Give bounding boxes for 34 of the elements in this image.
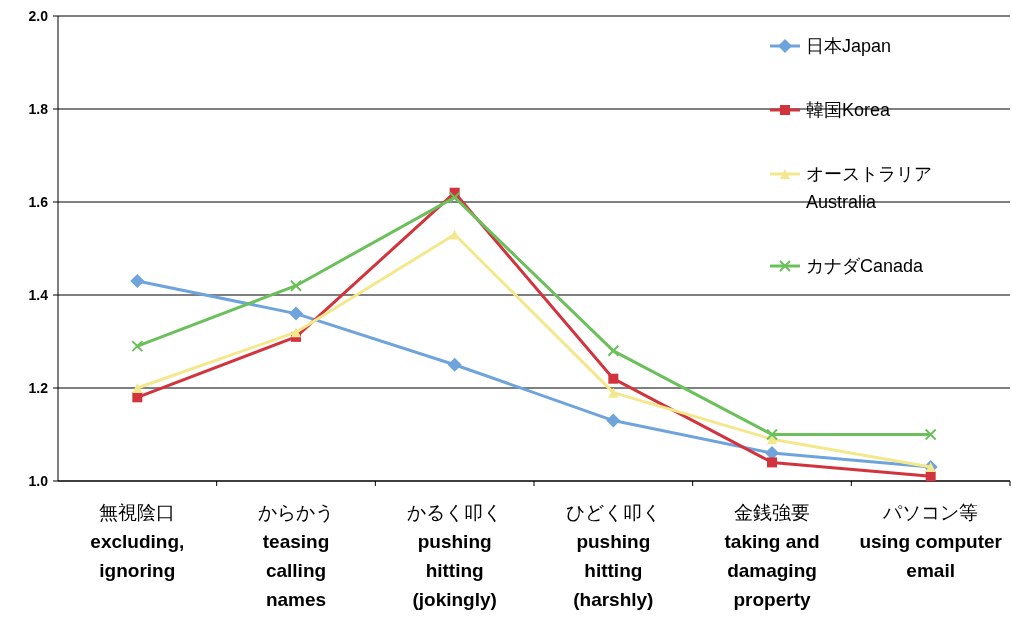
point <box>448 191 461 204</box>
point <box>606 413 621 428</box>
point <box>608 387 619 398</box>
point <box>290 279 302 292</box>
point <box>925 471 936 482</box>
point <box>608 373 619 384</box>
point <box>924 428 937 441</box>
point <box>766 428 778 441</box>
point <box>449 229 460 240</box>
legend-label: オーストラリアAustralia <box>806 164 932 212</box>
point <box>132 383 143 393</box>
legend-label: 韓国Korea <box>806 100 892 120</box>
point <box>291 327 301 338</box>
x-tick-label: 金銭強要 taking and damaging property <box>724 502 820 610</box>
y-tick-label: 1.4 <box>28 287 49 303</box>
point <box>607 344 620 357</box>
y-tick-label: 1.2 <box>28 380 49 396</box>
y-tick-label: 1.6 <box>28 194 49 210</box>
y-tick-label: 2.0 <box>28 8 49 24</box>
x-tick-label: 無視陰口 excluding, ignoring <box>90 502 185 581</box>
y-tick-label: 1.0 <box>28 473 49 489</box>
x-tick-label: かるく叩く pushing hitting (jokingly) <box>407 502 503 610</box>
point <box>447 357 462 372</box>
y-tick-label: 1.8 <box>28 101 49 117</box>
x-tick-label: ひどく叩く pushing hitting (harshly) <box>565 502 661 610</box>
point <box>130 274 145 289</box>
point <box>767 457 777 468</box>
legend-label: 日本Japan <box>806 36 892 56</box>
point <box>289 306 303 321</box>
legend-label: カナダCanada <box>806 256 925 276</box>
x-tick-label: パソコン等 using computer email <box>859 502 1003 581</box>
x-tick-label: からかう teasing calling names <box>258 502 334 610</box>
point <box>131 340 144 353</box>
point <box>132 392 143 403</box>
